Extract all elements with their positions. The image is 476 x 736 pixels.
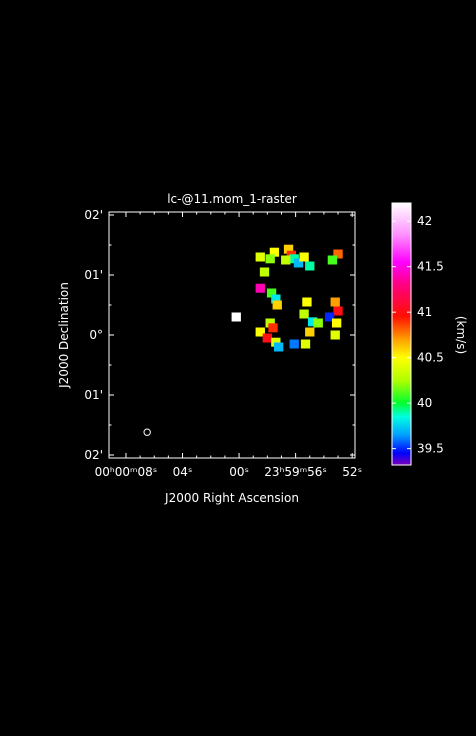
colorbar-tick-labels: 39.5 40 40.5 41 41.5 42: [417, 214, 444, 455]
raster-pixel: [265, 254, 275, 264]
raster-pixel: [299, 309, 309, 319]
raster-pixel: [305, 261, 315, 271]
y-tick-label: 01': [84, 388, 103, 402]
raster-pixel: [262, 333, 273, 343]
colorbar-ticks: [392, 220, 411, 450]
raster-pixel: [293, 258, 304, 268]
raster-pixel: [305, 327, 315, 337]
raster-pixel: [281, 255, 291, 265]
raster-pixel: [231, 312, 241, 322]
colorbar-tick-label: 41.5: [417, 260, 444, 274]
raster-pixel: [313, 318, 323, 328]
raster-pixel: [324, 312, 335, 322]
colorbar-tick-label: 41: [417, 305, 432, 319]
raster-pixel: [255, 327, 265, 337]
x-tick-label: 00ʰ00ᵐ08ˢ: [95, 465, 158, 479]
y-tick-label: 01': [84, 268, 103, 282]
raster-pixel: [255, 252, 265, 262]
beam-ellipse: [143, 428, 151, 436]
raster-pixel: [283, 244, 294, 254]
colorbar: [391, 202, 412, 466]
raster-pixel: [259, 267, 270, 277]
colorbar-tick-label: 42: [417, 214, 432, 228]
raster-pixel: [265, 318, 275, 328]
colorbar-tick-label: 40.5: [417, 351, 444, 365]
raster-pixel: [333, 249, 343, 259]
raster-pixel: [333, 306, 343, 316]
y-tick-label: 02': [84, 208, 103, 222]
raster-pixel: [271, 337, 281, 347]
colorbar-label: (km/s): [454, 316, 468, 354]
raster-pixel: [299, 252, 309, 262]
raster-pixel: [269, 247, 280, 257]
raster-pixel: [273, 342, 284, 352]
colorbar-tick-label: 39.5: [417, 442, 444, 456]
colorbar-tick-label: 40: [417, 396, 432, 410]
y-tick-label: 02': [84, 448, 103, 462]
x-tick-label: 52ˢ: [342, 465, 362, 479]
raster-pixel: [302, 297, 312, 307]
x-tick-label: 23ʰ59ᵐ56ˢ: [264, 465, 327, 479]
raster-pixel: [255, 283, 265, 293]
y-axis-ticks: [109, 214, 355, 456]
raster-pixel: [327, 255, 338, 265]
raster-pixel: [300, 339, 311, 349]
raster-pixel: [272, 300, 282, 310]
raster-pixel: [266, 288, 277, 298]
x-tick-label: 00ˢ: [229, 465, 249, 479]
raster-pixel: [268, 323, 278, 333]
raster-pixel: [330, 297, 340, 307]
y-tick-label: 0°: [89, 328, 103, 342]
raster-pixel: [307, 317, 318, 327]
x-axis-label: J2000 Right Ascension: [164, 491, 299, 505]
y-axis-label: J2000 Declination: [57, 282, 71, 389]
x-axis-tick-labels: 00ʰ00ᵐ08ˢ 04ˢ 00ˢ 23ʰ59ᵐ56ˢ 52ˢ: [95, 465, 362, 479]
raster-pixel: [271, 294, 281, 304]
y-axis-tick-labels: 02' 01' 0° 01' 02': [84, 208, 103, 462]
velocity-raster: [231, 244, 343, 352]
x-axis-ticks: [125, 212, 353, 458]
x-tick-label: 04ˢ: [173, 465, 193, 479]
raster-pixel: [330, 330, 340, 340]
raster-pixel: [289, 339, 299, 349]
chart-title: lc-@11.mom_1-raster: [167, 192, 297, 206]
raster-pixel: [331, 318, 342, 328]
